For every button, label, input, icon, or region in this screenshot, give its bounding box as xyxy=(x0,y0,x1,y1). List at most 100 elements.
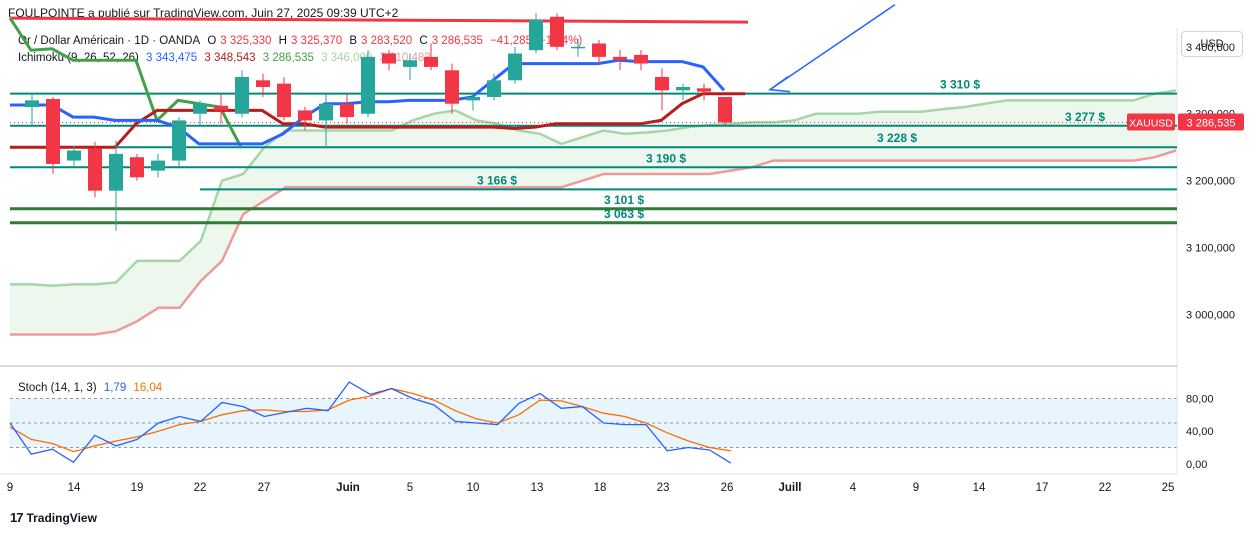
x-tick-label: 5 xyxy=(407,482,413,494)
stoch-k-line xyxy=(9,381,732,464)
y-tick-label: 3 400,000 xyxy=(1186,42,1235,54)
kijun-sen xyxy=(10,92,745,149)
tradingview-logo[interactable]: 17 TradingView xyxy=(10,510,97,525)
candle-body xyxy=(172,120,186,161)
arrow-head-icon xyxy=(767,76,791,93)
candle-body xyxy=(676,86,690,91)
candle-body xyxy=(298,110,312,121)
price-badge: XAUUSD 3 286,535 xyxy=(1127,113,1244,131)
x-tick-label: 23 xyxy=(657,482,670,494)
kumo-cloud xyxy=(10,90,1176,335)
x-tick-label: 14 xyxy=(68,482,81,494)
x-tick-label: 18 xyxy=(594,482,607,494)
candle-body xyxy=(613,56,627,61)
candle-body xyxy=(130,157,144,178)
senkou-span-b xyxy=(10,149,1177,336)
x-tick-label: 19 xyxy=(131,482,144,494)
level-label: 3 310 $ xyxy=(940,78,980,92)
level-label: 3 101 $ xyxy=(604,193,644,207)
x-tick-label: Juin xyxy=(336,482,360,494)
ichi-span-a-value: 3 346,009 xyxy=(321,52,373,64)
level-label: 3 063 $ xyxy=(604,207,644,221)
y-tick-label: 3 200,000 xyxy=(1186,176,1235,188)
candle-body xyxy=(487,80,501,98)
candle-body xyxy=(718,97,732,123)
x-tick-label: 10 xyxy=(467,482,480,494)
x-tick-label: 22 xyxy=(194,482,207,494)
candle-body xyxy=(655,76,669,91)
candle-body xyxy=(319,103,333,121)
symbol-name[interactable]: Or / Dollar Américain · 1D · OANDA xyxy=(18,35,201,47)
price-badge-symbol-bg xyxy=(1127,113,1175,131)
chikou-span xyxy=(8,17,243,148)
stoch-tick-label: 40,00 xyxy=(1186,426,1214,438)
candle-body xyxy=(424,56,438,67)
candle-body xyxy=(46,99,60,164)
level-label: 3 166 $ xyxy=(477,173,517,187)
x-tick-label: 9 xyxy=(7,482,13,494)
stoch-name[interactable]: Stoch (14, 1, 3) xyxy=(18,382,97,394)
ichi-tenkan-value: 3 343,475 xyxy=(146,52,198,64)
level-label: 3 190 $ xyxy=(646,151,686,165)
x-tick-label: 9 xyxy=(913,482,919,494)
stoch-tick-label: 0,00 xyxy=(1186,459,1207,471)
candle-body xyxy=(571,46,585,49)
x-tick-label: 25 xyxy=(1162,482,1175,494)
publisher-header: FOULPOINTE a publié sur TradingView.com,… xyxy=(8,6,399,20)
candle-body xyxy=(235,76,249,114)
resistance-line xyxy=(9,16,749,24)
x-tick-label: 13 xyxy=(531,482,544,494)
candle-body xyxy=(466,97,480,101)
x-tick-label: 4 xyxy=(850,482,857,494)
stoch-d-line xyxy=(9,387,731,453)
candle-body xyxy=(277,83,291,118)
x-tick-label: 26 xyxy=(721,482,734,494)
brand-name: TradingView xyxy=(26,510,97,525)
price-badge-value-bg xyxy=(1178,113,1244,131)
stoch-tick-label: 80,00 xyxy=(1186,393,1214,405)
candle-body xyxy=(340,103,354,118)
candle-body xyxy=(361,56,375,114)
ichi-kijun-value: 3 348,543 xyxy=(204,52,256,64)
stoch-legend: Stoch (14, 1, 3) 1,79 16,04 xyxy=(18,382,166,394)
candle-body xyxy=(634,54,648,64)
stoch-k-value: 1,79 xyxy=(103,382,127,394)
senkou-span-a xyxy=(10,89,1177,287)
x-tick-label: Juill xyxy=(778,482,801,494)
time-axis[interactable]: 9 14 19 22 27 Juin 5 10 13 18 23 26 Juill 4 9 14 17 22 25 xyxy=(0,473,1257,503)
y-tick-label: 3 000,000 xyxy=(1186,309,1235,321)
candle-body xyxy=(550,16,564,47)
annotation-arrow xyxy=(769,4,896,91)
x-tick-label: 14 xyxy=(973,482,986,494)
stoch-d-value: 16,04 xyxy=(133,382,163,394)
candle-body xyxy=(697,88,711,92)
candle-body xyxy=(109,153,123,191)
candle-body xyxy=(529,20,543,51)
candle-body xyxy=(382,53,396,64)
level-label: 3 228 $ xyxy=(877,131,917,145)
y-tick-label: 3 100,000 xyxy=(1186,243,1235,255)
stoch-chart[interactable]: 80,00 40,00 0,00 xyxy=(0,368,1257,473)
candle-body xyxy=(403,60,417,67)
candle-body xyxy=(88,148,102,191)
candle-body xyxy=(151,160,165,171)
tv-logo-icon: 17 xyxy=(10,510,24,525)
candle-body xyxy=(592,43,606,57)
candle-body xyxy=(256,80,270,87)
currency-button[interactable]: USD xyxy=(1181,31,1243,57)
candle-body xyxy=(508,53,522,81)
price-badge-value: 3 286,535 xyxy=(1187,117,1236,129)
x-tick-label: 27 xyxy=(258,482,271,494)
candle-body xyxy=(214,105,228,111)
candle-body xyxy=(67,150,81,161)
candle-body xyxy=(193,103,207,114)
price-badge-symbol: XAUUSD xyxy=(1129,117,1173,129)
level-label: 3 277 $ xyxy=(1065,110,1105,124)
candle-body xyxy=(25,100,39,108)
x-tick-label: 17 xyxy=(1036,482,1049,494)
